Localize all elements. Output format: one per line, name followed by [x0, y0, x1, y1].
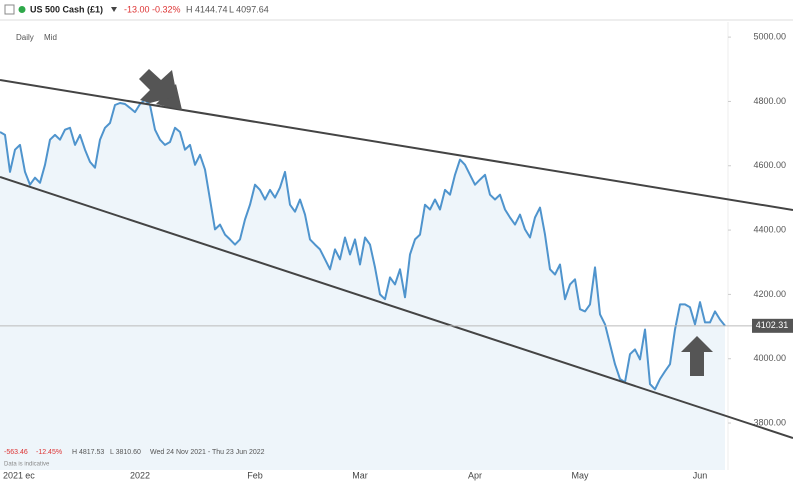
year-label: 2021 [3, 470, 23, 480]
note: Data is indicative [4, 462, 50, 468]
x-tick-label: Apr [468, 470, 482, 480]
plot [0, 22, 729, 471]
header-bar [0, 0, 793, 20]
arrow-down [140, 68, 182, 110]
arrow-top [139, 69, 177, 103]
y-tick-label: 5000.00 [753, 31, 786, 41]
change: -13.00 [124, 4, 150, 14]
x-tick-label: Feb [247, 470, 263, 480]
period-change-pct: -12.45% [36, 449, 62, 456]
x-tick-label: May [571, 470, 589, 480]
change-pct: -0.32% [152, 4, 181, 14]
x-tick-label: Mar [352, 470, 368, 480]
x-tick-label: Jun [693, 470, 708, 480]
price-line [0, 98, 726, 391]
grid-icon[interactable] [4, 4, 15, 15]
period-change: -563.46 [4, 449, 28, 456]
area [0, 99, 725, 471]
instrument-title[interactable]: US 500 Cash (£1) [30, 4, 103, 14]
arrow-up [681, 336, 713, 376]
y-tick-label: 4800.00 [753, 96, 786, 106]
y-tick-label: 3800.00 [753, 417, 786, 427]
y-tick-label: 4600.00 [753, 160, 786, 170]
y-tick-label: 4000.00 [753, 353, 786, 363]
period-range: Wed 24 Nov 2021 - Thu 23 Jun 2022 [150, 449, 265, 456]
day-high: H 4144.74 [186, 4, 228, 14]
y-tick-label: 4400.00 [753, 224, 786, 234]
day-low: L 4097.64 [229, 4, 269, 14]
interval[interactable]: Daily [16, 33, 34, 42]
status-dot [18, 6, 26, 13]
period-high: H 4817.53 [72, 449, 104, 456]
lower-trend-line [0, 176, 793, 439]
dropdown-caret[interactable] [111, 7, 117, 12]
price-type[interactable]: Mid [44, 33, 57, 42]
last-price-box [752, 318, 793, 333]
y-tick-label: 4200.00 [753, 289, 786, 299]
period-low: L 3810.60 [110, 449, 141, 456]
last-price-label: 4102.31 [756, 320, 789, 330]
x-tick-label: 2022 [130, 470, 150, 480]
upper-trend-line [0, 79, 793, 211]
x-tick-label: ec [25, 470, 35, 480]
